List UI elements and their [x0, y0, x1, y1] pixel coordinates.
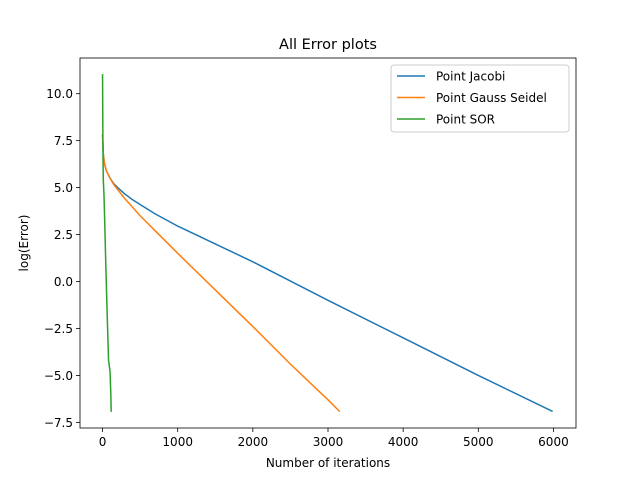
x-tick-label: 1000 — [162, 435, 193, 449]
chart-title: All Error plots — [279, 37, 377, 53]
series-line-1 — [101, 134, 553, 413]
x-tick-label: 2000 — [238, 435, 269, 449]
x-tick-label: 0 — [99, 435, 107, 449]
series-line-3 — [101, 74, 112, 412]
x-tick-label: 6000 — [538, 435, 569, 449]
x-axis-ticks: 0 1000 2000 3000 4000 5000 6000 — [99, 428, 569, 449]
y-tick-label: 0.0 — [54, 275, 73, 289]
legend-label-2: Point Gauss Seidel — [436, 91, 547, 105]
legend: Point Jacobi Point Gauss Seidel Point SOR — [390, 64, 570, 133]
legend-label-1: Point Jacobi — [436, 70, 505, 84]
x-axis-label: Number of iterations — [266, 456, 390, 470]
y-tick-label: −2.5 — [44, 322, 73, 336]
y-tick-label: 5.0 — [54, 181, 73, 195]
x-tick-label: 4000 — [388, 435, 419, 449]
x-tick-label: 3000 — [313, 435, 344, 449]
legend-box — [390, 64, 570, 133]
series-line-2 — [101, 134, 341, 413]
legend-label-3: Point SOR — [436, 113, 495, 127]
y-tick-label: 2.5 — [54, 228, 73, 242]
y-axis-label: log(Error) — [17, 215, 31, 272]
y-tick-label: 10.0 — [46, 87, 73, 101]
series-layer — [101, 74, 553, 413]
y-axis-ticks: −7.5 −5.0 −2.5 0.0 2.5 5.0 7.5 10.0 — [44, 87, 80, 430]
y-tick-label: −5.0 — [44, 369, 73, 383]
y-tick-label: 7.5 — [54, 134, 73, 148]
y-tick-label: −7.5 — [44, 416, 73, 430]
x-tick-label: 5000 — [463, 435, 494, 449]
